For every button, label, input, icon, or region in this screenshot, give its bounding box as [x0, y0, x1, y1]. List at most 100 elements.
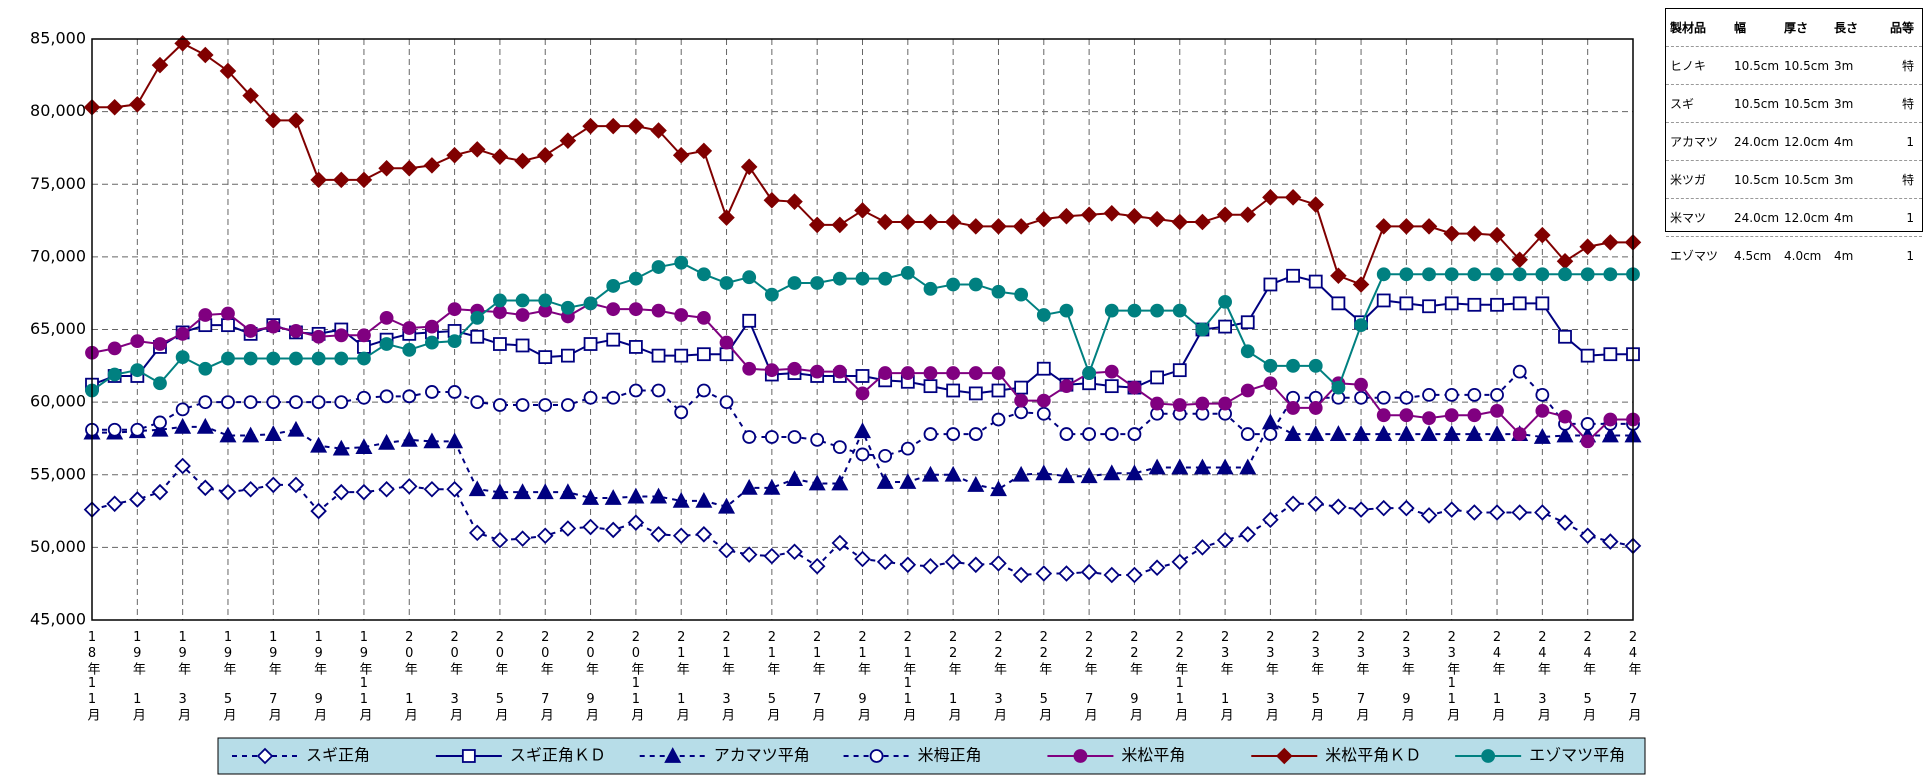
marker [900, 265, 915, 280]
marker [1036, 361, 1051, 376]
table-cell: ヒノキ [1670, 59, 1707, 73]
table-cell: 1 [1906, 134, 1914, 149]
marker [130, 422, 145, 437]
marker [1194, 539, 1211, 556]
marker [718, 542, 735, 559]
marker [810, 364, 825, 379]
marker [1307, 196, 1325, 213]
x-tick-label: 21年 5月 [764, 630, 780, 722]
y-tick-label: 65,000 [30, 319, 86, 338]
marker [946, 366, 961, 380]
marker [538, 293, 553, 308]
marker [514, 152, 531, 170]
marker [242, 426, 260, 443]
table-row: ヒノキ 10.5cm 10.5cm 3m 特 [1666, 47, 1922, 85]
y-tick-label: 45,000 [30, 610, 86, 629]
marker [221, 351, 235, 366]
marker [221, 395, 235, 410]
table-row: アカマツ 24.0cm 12.0cm 4m 1 [1666, 123, 1922, 161]
marker [718, 209, 735, 226]
marker [333, 171, 350, 189]
marker [1080, 467, 1098, 484]
marker [1330, 267, 1347, 285]
x-tick-label: 22年 3月 [991, 630, 1007, 722]
marker [219, 62, 237, 80]
marker [1331, 380, 1346, 395]
marker [1262, 511, 1279, 529]
marker [256, 747, 274, 765]
marker [468, 480, 486, 497]
marker [400, 478, 418, 495]
marker [514, 530, 531, 547]
marker [968, 366, 983, 380]
marker [1488, 425, 1506, 441]
marker [1058, 565, 1075, 582]
table-cell: アカマツ [1670, 135, 1719, 149]
marker [1535, 387, 1550, 402]
x-tick-label: 20年 3月 [447, 630, 463, 722]
marker [1398, 499, 1415, 517]
marker [1481, 749, 1496, 763]
marker [400, 430, 418, 447]
marker [990, 218, 1007, 235]
x-tick-label: 21年 9月 [855, 630, 871, 722]
marker [1148, 458, 1166, 475]
marker [876, 213, 894, 231]
marker [151, 483, 169, 501]
marker [493, 305, 507, 319]
table-cell: エゾマツ [1670, 249, 1719, 263]
table-cell: 特 [1901, 59, 1914, 73]
marker [786, 193, 803, 210]
marker [719, 347, 734, 362]
x-tick-label: 21年 3月 [719, 630, 735, 722]
marker [1308, 274, 1323, 289]
table-row: 米マツ 24.0cm 12.0cm 4m 1 [1666, 199, 1922, 237]
marker [1603, 412, 1618, 427]
table-cell: スギ [1670, 97, 1695, 111]
marker [672, 146, 690, 164]
marker [1284, 425, 1302, 441]
marker [1534, 504, 1551, 521]
marker [855, 369, 870, 383]
marker [1240, 344, 1255, 359]
marker [242, 87, 259, 104]
x-tick-label: 20年 5月 [492, 630, 508, 722]
marker [559, 483, 577, 500]
marker [1263, 277, 1278, 292]
marker [1466, 225, 1483, 242]
marker [674, 348, 689, 363]
marker [1488, 504, 1506, 521]
marker [1014, 405, 1029, 420]
marker [1307, 495, 1325, 513]
marker [130, 334, 145, 349]
marker [1172, 398, 1187, 412]
marker [1150, 303, 1165, 318]
marker [1148, 559, 1166, 576]
spec-table: 製材品幅厚さ 長さ 品等 ヒノキ 10.5cm 10.5cm 3m 特スギ 10.5cm 10.5… [1665, 8, 1923, 263]
marker [379, 389, 394, 404]
marker [1059, 303, 1074, 318]
marker [1150, 370, 1165, 385]
x-tick-label: 19年 5月 [220, 630, 236, 722]
marker [289, 351, 303, 366]
marker [1601, 426, 1619, 443]
marker [1558, 329, 1572, 344]
marker [402, 342, 417, 357]
marker [289, 395, 303, 410]
marker [470, 395, 485, 410]
marker [264, 425, 282, 441]
marker [1014, 287, 1029, 302]
marker [1059, 379, 1074, 394]
marker [991, 383, 1006, 398]
marker [627, 514, 645, 531]
marker [991, 412, 1006, 427]
marker [763, 478, 781, 495]
marker [1171, 458, 1189, 475]
marker [900, 366, 915, 380]
marker [696, 347, 711, 362]
marker [1352, 425, 1370, 441]
x-tick-label: 19年 7月 [266, 630, 282, 722]
marker [1443, 225, 1460, 242]
table-cell: 4m [1834, 248, 1854, 263]
marker [1376, 390, 1391, 405]
